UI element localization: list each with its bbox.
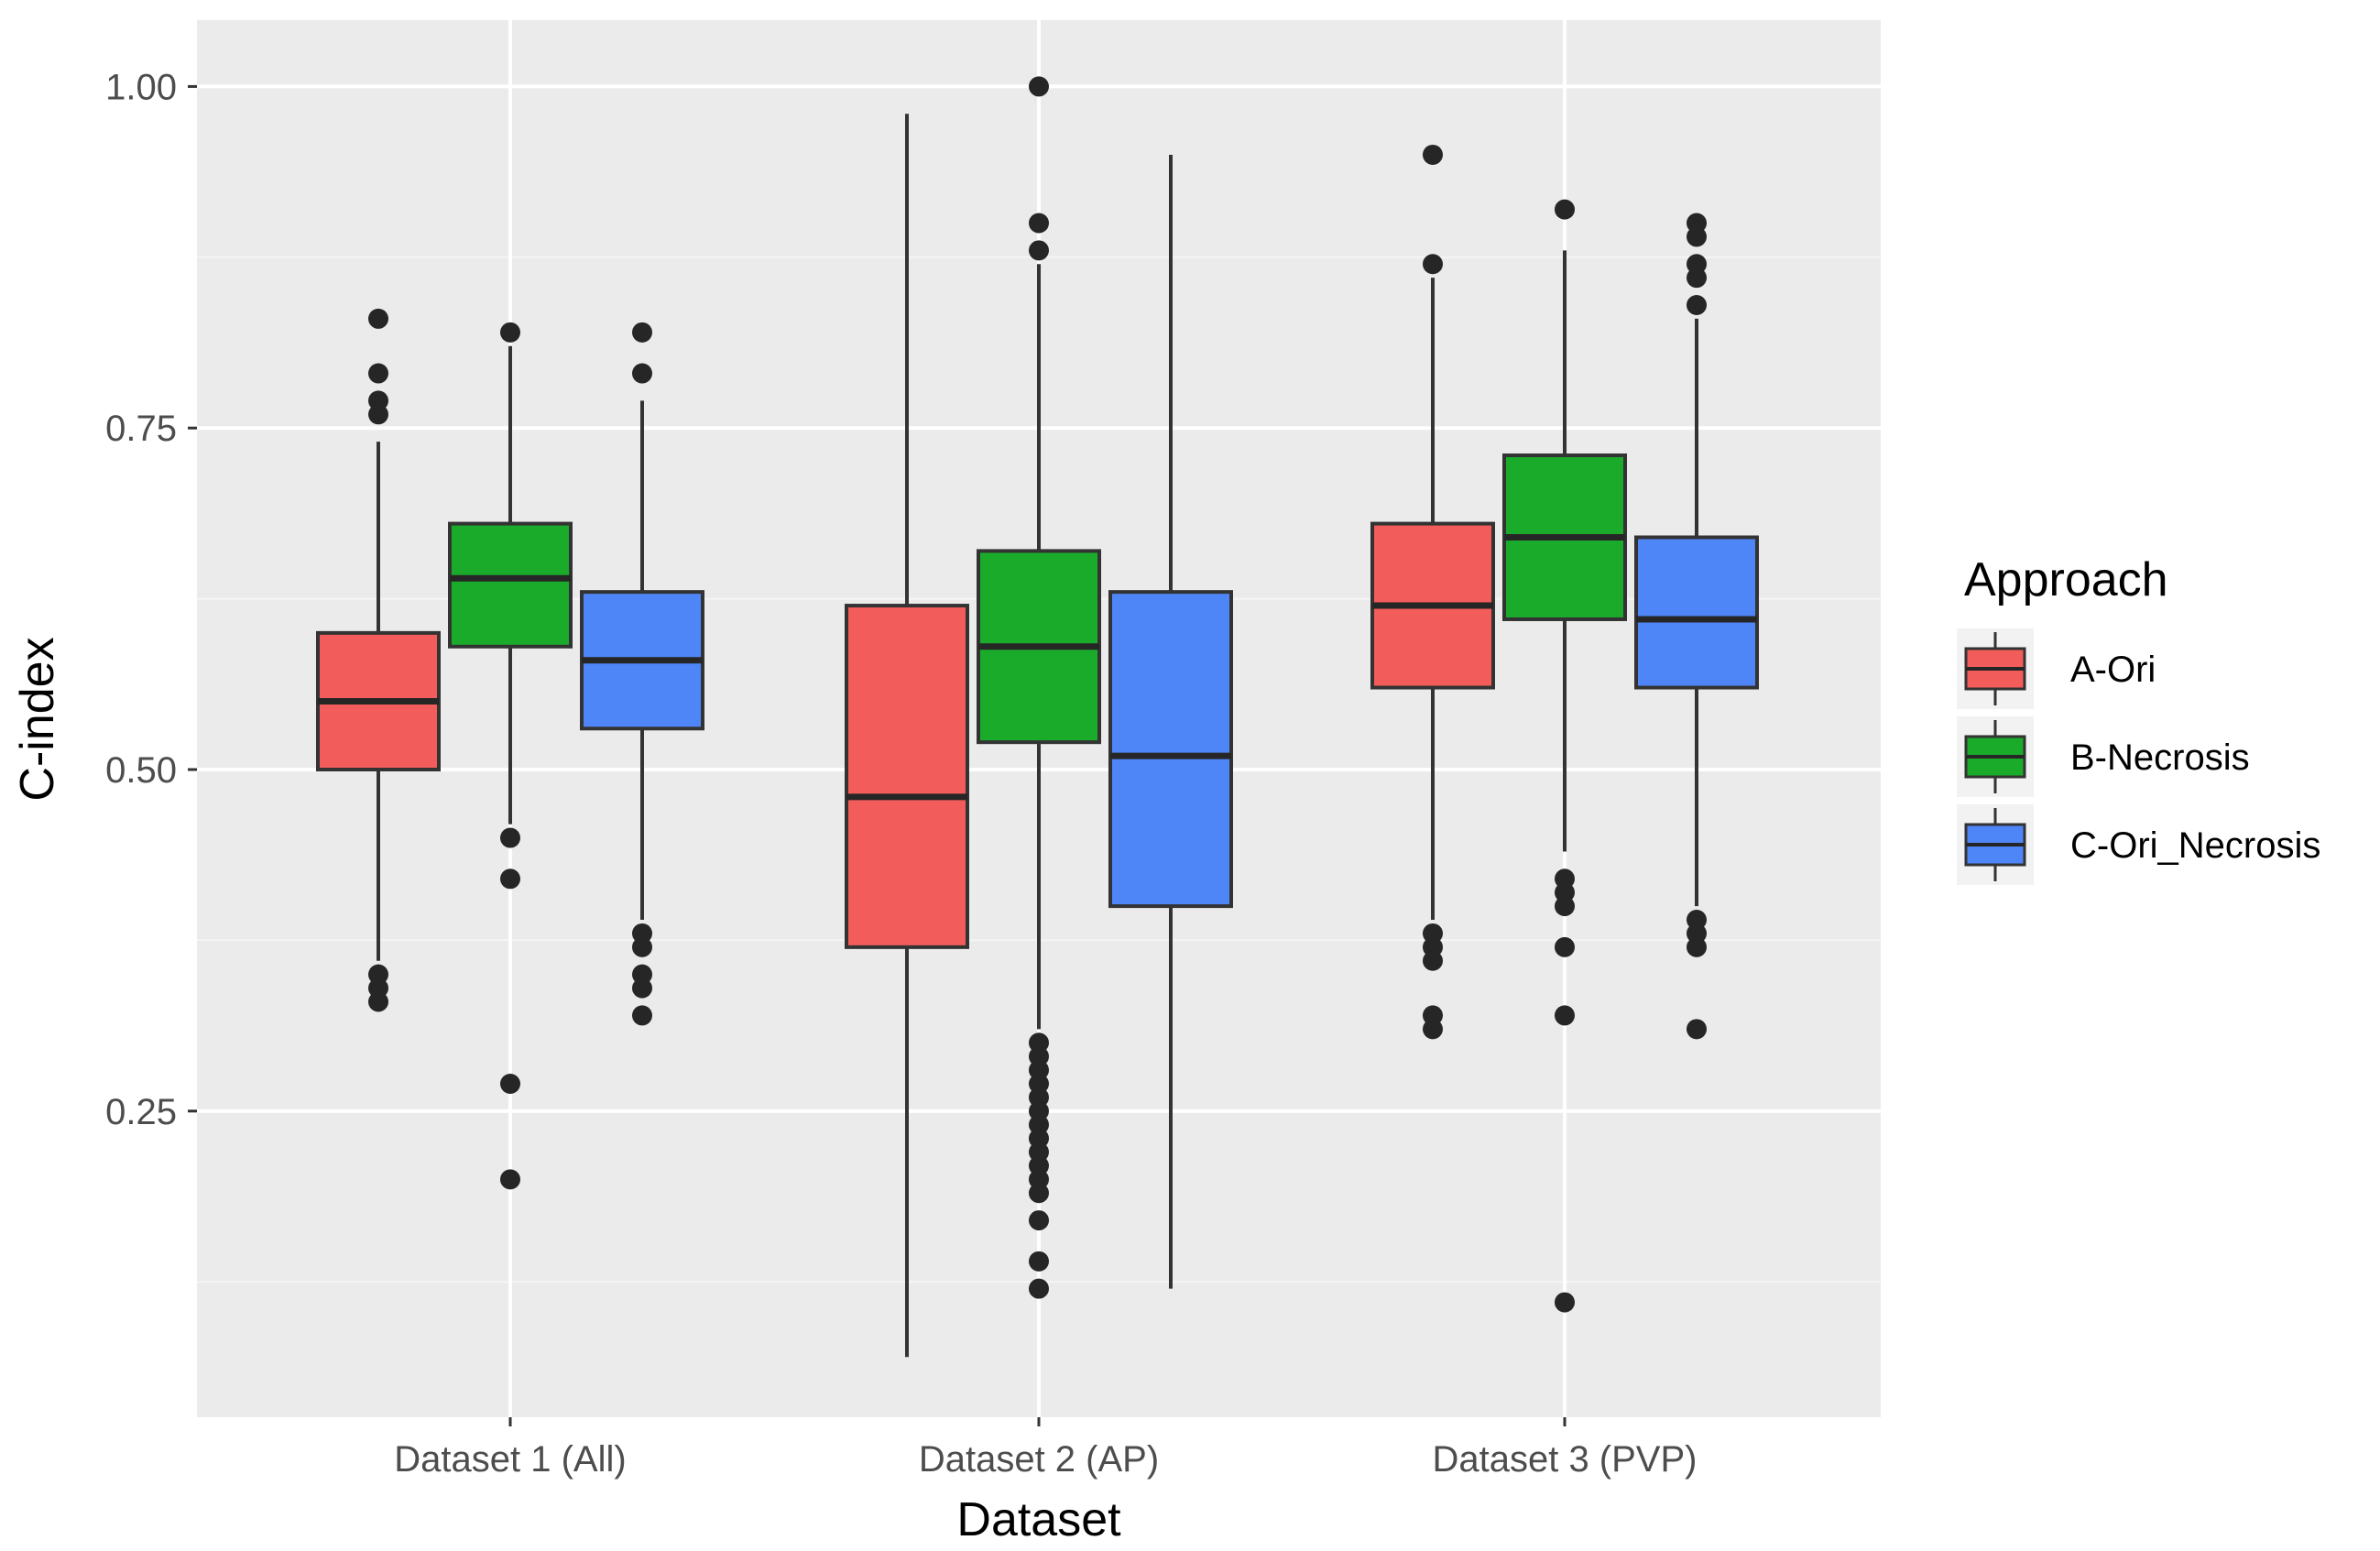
outlier-point: [1423, 1019, 1443, 1040]
outlier-point: [1687, 226, 1707, 247]
outlier-point: [632, 363, 652, 384]
box-b-necrosis-1: [448, 322, 573, 1190]
outlier-point: [500, 827, 520, 848]
legend: Approach A-Ori B-Necrosis C-Ori_Necrosis: [1957, 553, 2320, 885]
outlier-point: [1029, 1183, 1049, 1204]
outlier-point: [1029, 1278, 1049, 1299]
box-a-ori-3: [1370, 144, 1495, 1040]
box-a-ori-2: [845, 114, 969, 1358]
iqr-box: [1108, 590, 1233, 909]
outlier-point: [1555, 199, 1575, 220]
y-axis: 0.25 0.50 0.75 1.00: [105, 67, 197, 1132]
box-c-ori-necrosis-3: [1634, 213, 1759, 1040]
outlier-point: [632, 322, 652, 343]
outlier-point: [1687, 1019, 1707, 1040]
outlier-point: [1687, 936, 1707, 957]
x-axis-title: Dataset: [956, 1493, 1121, 1546]
outlier-point: [1029, 1251, 1049, 1272]
outlier-point: [1555, 1292, 1575, 1313]
y-axis-title: C-index: [11, 637, 64, 801]
outlier-point: [1555, 936, 1575, 957]
legend-item-a-ori: A-Ori: [1957, 628, 2156, 709]
legend-title: Approach: [1964, 553, 2168, 606]
outlier-point: [500, 322, 520, 343]
legend-item-b-necrosis: B-Necrosis: [1957, 716, 2250, 797]
x-tick-label: Dataset 1 (All): [394, 1439, 626, 1480]
outlier-point: [368, 308, 388, 329]
outlier-point: [1555, 896, 1575, 917]
outlier-point: [1687, 268, 1707, 289]
legend-label: C-Ori_Necrosis: [2070, 825, 2320, 866]
box-c-ori-necrosis-2: [1108, 154, 1233, 1289]
outlier-point: [632, 1005, 652, 1026]
outlier-point: [1687, 294, 1707, 315]
outlier-point: [368, 363, 388, 384]
outlier-point: [1423, 254, 1443, 275]
y-tick-label: 0.25: [105, 1092, 177, 1132]
outlier-point: [1555, 1005, 1575, 1026]
outlier-point: [1029, 76, 1049, 97]
outlier-point: [500, 868, 520, 890]
legend-item-c-ori-necrosis: C-Ori_Necrosis: [1957, 804, 2320, 885]
outlier-point: [500, 1169, 520, 1190]
outlier-point: [368, 991, 388, 1012]
y-tick-label: 0.75: [105, 409, 177, 449]
x-axis: Dataset 1 (All) Dataset 2 (AP) Dataset 3 (…: [394, 1417, 1698, 1480]
box-b-necrosis-2: [977, 76, 1101, 1299]
box-a-ori-1: [316, 308, 441, 1012]
outlier-point: [1029, 240, 1049, 261]
box-b-necrosis-3: [1502, 199, 1627, 1313]
outlier-point: [368, 404, 388, 425]
y-tick-label: 0.50: [105, 750, 177, 791]
outlier-point: [632, 936, 652, 957]
x-tick-label: Dataset 3 (PVP): [1432, 1439, 1697, 1480]
y-tick-label: 1.00: [105, 67, 177, 107]
x-tick-label: Dataset 2 (AP): [919, 1439, 1159, 1480]
legend-label: A-Ori: [2070, 650, 2156, 690]
outlier-point: [1423, 950, 1443, 971]
iqr-box: [845, 604, 969, 949]
box-c-ori-necrosis-1: [580, 322, 704, 1026]
box-groups: [316, 76, 1759, 1358]
iqr-box: [448, 521, 573, 649]
outlier-point: [1029, 213, 1049, 234]
outlier-point: [500, 1073, 520, 1094]
iqr-box: [1634, 535, 1759, 690]
legend-label: B-Necrosis: [2070, 737, 2250, 778]
outlier-point: [632, 978, 652, 999]
outlier-point: [1029, 1210, 1049, 1231]
outlier-point: [1423, 144, 1443, 165]
